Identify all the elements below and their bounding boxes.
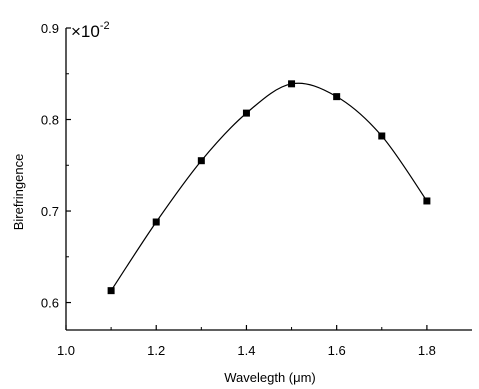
- data-point: [107, 287, 115, 295]
- data-points: [107, 80, 431, 295]
- y-scale-exponent: -2: [100, 20, 110, 32]
- data-point: [152, 218, 160, 226]
- y-scale-base: ×10: [71, 22, 100, 41]
- data-point: [423, 197, 431, 205]
- x-tick-label: 1.8: [418, 343, 436, 358]
- y-tick-label: 0.8: [41, 113, 59, 128]
- x-tick-label: 1.4: [237, 343, 255, 358]
- plot-axes: [65, 28, 472, 331]
- data-point: [288, 80, 296, 88]
- x-tick-label: 1.2: [147, 343, 165, 358]
- y-tick-label: 0.7: [41, 204, 59, 219]
- y-tick-label: 0.9: [41, 21, 59, 36]
- data-point: [378, 132, 386, 140]
- data-point: [242, 109, 250, 117]
- x-axis-ticks: 1.0 1.2 1.4 1.6 1.8: [57, 325, 436, 358]
- x-axis-title: Wavelegth (μm): [224, 370, 316, 385]
- fit-curve: [110, 82, 428, 291]
- data-point: [197, 157, 205, 165]
- x-tick-label: 1.6: [328, 343, 346, 358]
- y-axis-title: Birefringence: [11, 154, 26, 231]
- y-scale-factor: ×10-2: [71, 20, 110, 41]
- x-tick-label: 1.0: [57, 343, 75, 358]
- data-point: [333, 93, 341, 101]
- y-axis-ticks: 0.6 0.7 0.8 0.9: [41, 21, 71, 311]
- y-tick-label: 0.6: [41, 296, 59, 311]
